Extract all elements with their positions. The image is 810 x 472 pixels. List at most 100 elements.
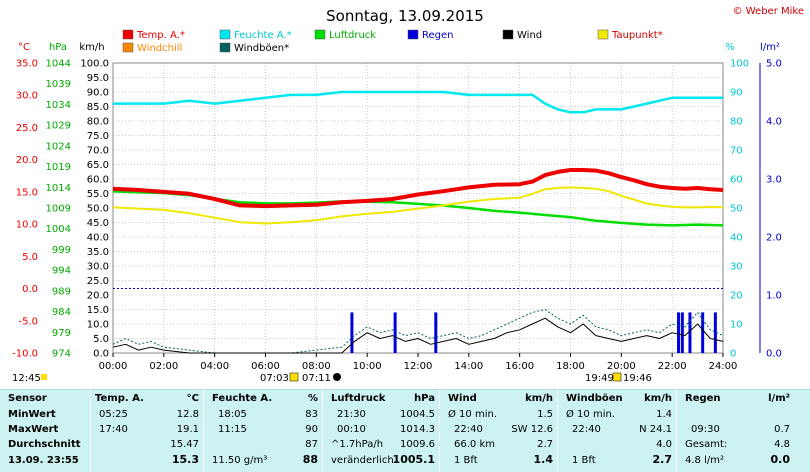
legend-item-humidity: Feuchte A.* bbox=[219, 29, 292, 41]
stats-cell: 87 bbox=[305, 439, 318, 450]
credit-label: © Weber Mike bbox=[733, 6, 804, 17]
temp-tick-label: 10.0 bbox=[16, 220, 38, 231]
stats-cell: 90 bbox=[305, 424, 318, 435]
legend-item-wind: Wind bbox=[502, 29, 542, 41]
rain-axis-unit: l/m² bbox=[760, 42, 780, 53]
stats-unit-temp: °C bbox=[186, 393, 199, 404]
wind-tick-label: 15.0 bbox=[87, 305, 109, 316]
x-tick-label: 20:00 bbox=[607, 361, 636, 372]
humidity-tick-label: 90 bbox=[730, 88, 743, 99]
humidity-tick-label: 40 bbox=[730, 233, 743, 244]
x-tick-label: 22:00 bbox=[658, 361, 687, 372]
pressure-tick-label: 999 bbox=[52, 245, 71, 256]
weather-chart: Sonntag, 13.09.2015 © Weber Mike °C hPa … bbox=[12, 6, 804, 384]
stats-cell: 1009.6 bbox=[400, 439, 435, 450]
rain-bar bbox=[680, 312, 684, 353]
chart-legend: Temp. A.* Feuchte A.* Luftdruck Regen Wind Ta… bbox=[122, 29, 663, 54]
stats-cell-current: 15.3 bbox=[171, 453, 199, 466]
legend-swatch bbox=[122, 42, 134, 53]
rain-tick-label: 4.0 bbox=[766, 117, 782, 128]
stats-header-gusts: Windböen bbox=[566, 393, 623, 404]
pressure-tick-label: 1009 bbox=[46, 204, 71, 215]
rain-tick-label: 1.0 bbox=[766, 291, 782, 302]
wind-tick-label: 60.0 bbox=[87, 175, 109, 186]
stats-cell: 1 Bft bbox=[572, 455, 596, 466]
stats-cell-current: 2.7 bbox=[652, 453, 673, 466]
rain-tick-label: 5.0 bbox=[766, 59, 782, 70]
stats-unit-rain: l/m² bbox=[768, 393, 790, 404]
wind-tick-label: 45.0 bbox=[87, 218, 109, 229]
stats-cell: 00:10 bbox=[337, 424, 366, 435]
stats-unit-gusts: km/h bbox=[644, 393, 672, 404]
temp-tick-label: 25.0 bbox=[16, 123, 38, 134]
stats-cell: Ø 10 min. bbox=[566, 409, 615, 420]
humidity-tick-label: 80 bbox=[730, 117, 743, 128]
x-tick-label: 08:00 bbox=[302, 361, 331, 372]
pressure-tick-label: 984 bbox=[52, 307, 71, 318]
x-tick-label: 12:00 bbox=[404, 361, 433, 372]
stats-cell: 09:30 bbox=[691, 424, 720, 435]
series-line-temp bbox=[112, 168, 724, 209]
legend-label: Feuchte A.* bbox=[234, 30, 292, 41]
x-tick-label: 02:00 bbox=[149, 361, 178, 372]
pressure-tick-label: 994 bbox=[52, 266, 71, 277]
temp-tick-label: 20.0 bbox=[16, 155, 38, 166]
pressure-tick-label: 1014 bbox=[46, 183, 71, 194]
stats-cell: 22:40 bbox=[572, 424, 601, 435]
stats-cell: 1.4 bbox=[656, 409, 672, 420]
stats-cell: 2.7 bbox=[537, 439, 553, 450]
stats-cell: 05:25 bbox=[99, 409, 128, 420]
pressure-tick-label: 1044 bbox=[46, 59, 71, 70]
wind-tick-label: 75.0 bbox=[87, 131, 109, 142]
stats-cell: 22:40 bbox=[454, 424, 483, 435]
temp-tick-label: 30.0 bbox=[16, 91, 38, 102]
stats-cell: Ø 10 min. bbox=[448, 409, 497, 420]
rain-tick-label: 3.0 bbox=[766, 175, 782, 186]
stats-cell-current: 0.0 bbox=[770, 453, 791, 466]
x-tick-label: 16:00 bbox=[505, 361, 534, 372]
humidity-tick-label: 0 bbox=[730, 349, 736, 360]
stats-row-label: MaxWert bbox=[8, 424, 59, 435]
moonset-label: 19:46 bbox=[623, 373, 652, 384]
stats-table: Sensor MinWert MaxWert Durchschnitt 13.0… bbox=[0, 389, 810, 472]
rain-bar bbox=[393, 312, 397, 353]
stats-header-pressure: Luftdruck bbox=[331, 393, 386, 404]
stats-cell: 4.8 l/m² bbox=[685, 455, 724, 466]
stats-row-label: Durchschnitt bbox=[8, 439, 81, 450]
stats-col-sensor: Sensor MinWert MaxWert Durchschnitt 13.0… bbox=[0, 390, 90, 472]
stats-cell: ^1.7hPa/h bbox=[331, 439, 384, 450]
stats-cell: 17:40 bbox=[99, 424, 128, 435]
humidity-tick-label: 10 bbox=[730, 320, 743, 331]
stats-cell: 4.0 bbox=[656, 439, 672, 450]
wind-tick-label: 35.0 bbox=[87, 247, 109, 258]
stats-row-label: MinWert bbox=[8, 409, 56, 420]
x-tick-label: 10:00 bbox=[353, 361, 382, 372]
pressure-tick-label: 1039 bbox=[46, 79, 71, 90]
wind-tick-label: 80.0 bbox=[87, 117, 109, 128]
pressure-tick-label: 1034 bbox=[46, 100, 71, 111]
legend-item-pressure: Luftdruck bbox=[314, 29, 376, 41]
wind-tick-label: 40.0 bbox=[87, 233, 109, 244]
wind-tick-label: 100.0 bbox=[80, 59, 109, 70]
temp-tick-label: 15.0 bbox=[16, 187, 38, 198]
x-tick-label: 14:00 bbox=[454, 361, 483, 372]
series-line-humidity bbox=[113, 90, 723, 114]
legend-item-dewpoint: Taupunkt* bbox=[597, 29, 663, 41]
moon-icon bbox=[333, 373, 341, 381]
sunrise-label: 07:03 bbox=[260, 373, 289, 384]
series-line-wind bbox=[112, 317, 724, 354]
legend-item-gusts: Windböen* bbox=[219, 42, 289, 54]
temp-tick-label: 35.0 bbox=[16, 59, 38, 70]
stats-col-wind: Wind km/h Ø 10 min. 1.5 22:40 SW 12.6 66… bbox=[440, 390, 557, 472]
legend-label: Temp. A.* bbox=[136, 30, 185, 41]
legend-label: Windböen* bbox=[234, 43, 289, 54]
stats-cell: 12.8 bbox=[176, 409, 199, 420]
stats-cell: SW 12.6 bbox=[511, 424, 553, 435]
temp-tick-label: 0.0 bbox=[22, 284, 38, 295]
wind-tick-label: 70.0 bbox=[87, 146, 109, 157]
x-tick-label: 18:00 bbox=[556, 361, 585, 372]
humidity-tick-label: 60 bbox=[730, 175, 743, 186]
stats-header-temp: Temp. A. bbox=[95, 393, 144, 404]
sunset-icon bbox=[612, 372, 622, 382]
series-line-gusts bbox=[112, 309, 724, 354]
